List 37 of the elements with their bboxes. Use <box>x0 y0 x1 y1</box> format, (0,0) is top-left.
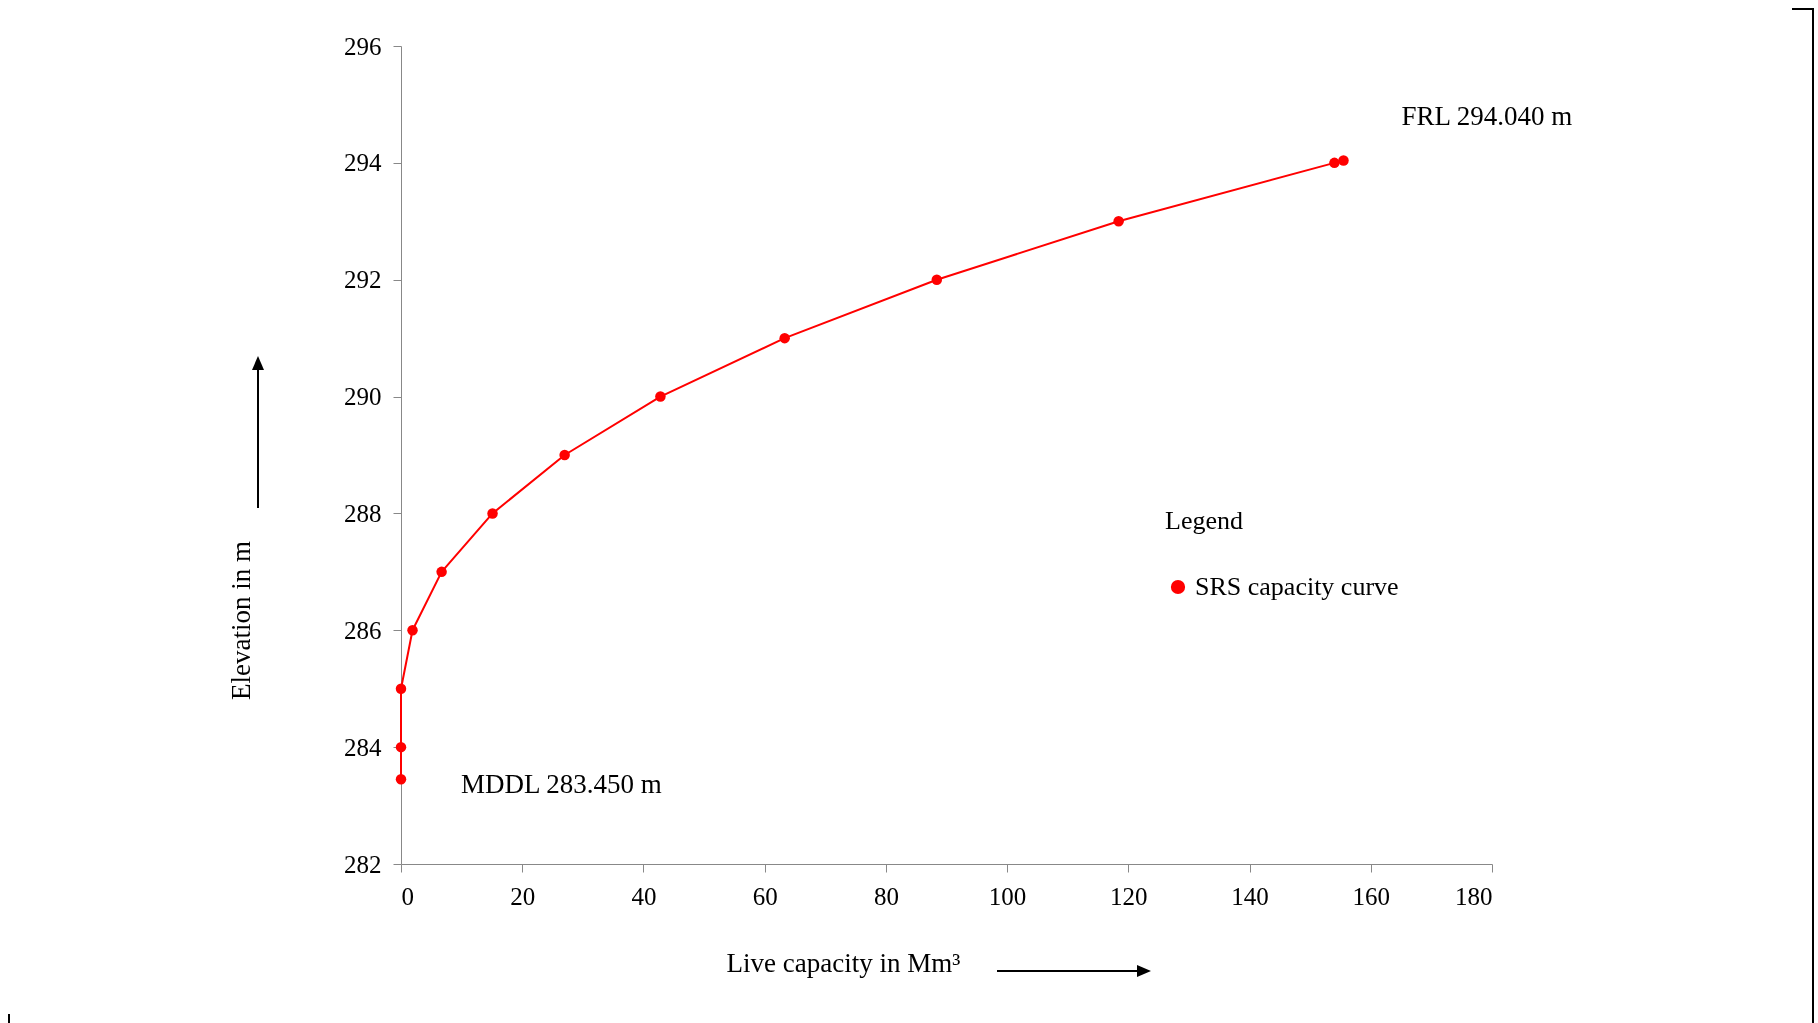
point <box>407 625 418 636</box>
x-tick-label: 120 <box>1110 882 1148 910</box>
x-tick-label: 100 <box>988 882 1027 910</box>
point <box>779 332 790 344</box>
y-tick-label: 294 <box>344 149 382 177</box>
x-tick-label: 40 <box>631 882 657 910</box>
y-tick-label: 296 <box>344 32 382 60</box>
x-tick-label: 160 <box>1352 882 1391 910</box>
legend-label: SRS capacity curve <box>1195 572 1399 601</box>
point <box>487 508 498 519</box>
x-tick-label: 180 <box>1455 882 1493 910</box>
x-tick-label: 0 <box>401 882 414 910</box>
point <box>395 741 407 753</box>
annotation: FRL 294.040 m <box>1401 100 1573 131</box>
x-tick-label: 140 <box>1231 882 1269 910</box>
annotation: MDDL 283.450 m <box>461 769 662 800</box>
point <box>1338 155 1349 166</box>
point <box>559 449 570 461</box>
y-tick-label: 290 <box>344 383 382 411</box>
y-tick-label: 288 <box>344 499 382 527</box>
point <box>436 566 447 578</box>
point <box>1113 216 1124 227</box>
y-tick-label: 284 <box>344 733 382 761</box>
y-axis-title: Elevation in m <box>225 541 256 700</box>
point <box>655 391 666 402</box>
point <box>395 774 407 785</box>
legend-title: Legend <box>1165 506 1243 535</box>
x-axis-title: Live capacity in Mm³ <box>726 947 961 978</box>
y-tick-label: 292 <box>344 266 382 294</box>
y-tick-label: 282 <box>344 850 382 878</box>
point <box>1329 157 1340 169</box>
point <box>395 683 407 694</box>
point <box>931 274 943 285</box>
x-tick-label: 60 <box>752 882 778 910</box>
x-tick-label: 20 <box>510 882 536 910</box>
y-tick-label: 286 <box>344 616 382 644</box>
x-tick-label: 80 <box>873 882 899 910</box>
